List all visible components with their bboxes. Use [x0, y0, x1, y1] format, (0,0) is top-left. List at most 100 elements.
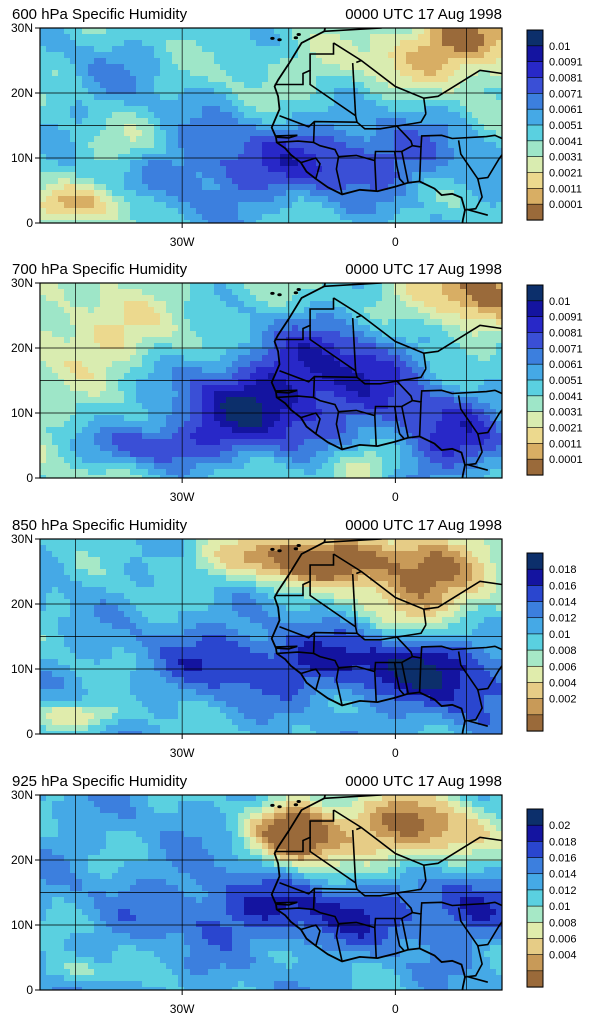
colorbar-swatch	[526, 889, 544, 907]
colorbar-swatch	[526, 29, 544, 47]
colorbar-swatch	[526, 427, 544, 444]
colorbar-swatch	[526, 568, 544, 586]
colorbar-label: 0.018	[549, 564, 577, 576]
colorbar-label: 0.0081	[549, 328, 583, 340]
colorbar-swatch	[526, 617, 544, 635]
y-tick-label: 0	[26, 727, 33, 741]
colorbar-label: 0.0011	[549, 438, 582, 450]
coastlines-and-borders	[270, 283, 502, 478]
colorbar-swatch	[526, 601, 544, 619]
colorbar-swatch	[526, 379, 544, 397]
colorbar: 0.01 0.0091 0.0081 0.0071 0.0061 0.0051 0.0041…	[526, 29, 583, 221]
colorbar-swatch	[526, 954, 544, 972]
colorbar-label: 0.0031	[549, 407, 583, 419]
colorbar-swatch	[526, 938, 544, 956]
colorbar-swatch	[526, 682, 544, 700]
panel-time: 0000 UTC 17 Aug 1998	[345, 6, 502, 23]
colorbar-swatch	[526, 873, 544, 891]
colorbar-swatch	[526, 188, 544, 205]
coastlines-and-borders	[270, 539, 502, 734]
x-tick-label: 30W	[170, 490, 195, 504]
x-tick-label: 30W	[170, 1002, 195, 1016]
colorbar-label: 0.0081	[549, 73, 583, 85]
colorbar-label: 0.01	[549, 296, 570, 308]
y-tick-label: 0	[26, 471, 33, 485]
map-frame	[39, 794, 503, 991]
grid-lines	[40, 539, 502, 734]
colorbar-label: 0.01	[549, 41, 570, 53]
y-tick-label: 10N	[11, 406, 33, 420]
colorbar-swatch	[526, 61, 544, 79]
y-tick-label: 10N	[11, 151, 33, 165]
x-tick-label: 30W	[170, 235, 195, 249]
colorbar-label: 0.016	[549, 580, 577, 592]
panel-time: 0000 UTC 17 Aug 1998	[345, 773, 502, 790]
colorbar-swatch	[526, 45, 544, 63]
colorbar-label: 0.02	[549, 820, 570, 832]
colorbar-label: 0.0091	[549, 57, 583, 69]
colorbar-label: 0.0061	[549, 359, 583, 371]
colorbar-swatch	[526, 77, 544, 94]
colorbar-swatch	[526, 108, 544, 126]
colorbar-swatch	[526, 841, 544, 859]
colorbar-swatch	[526, 172, 544, 189]
colorbar-label: 0.008	[549, 645, 577, 657]
colorbar-swatch	[526, 970, 544, 988]
colorbar-label: 0.018	[549, 836, 577, 848]
grid-lines	[40, 28, 502, 223]
map-frame	[39, 27, 503, 224]
colorbar-label: 0.0011	[549, 183, 582, 195]
colorbar-label: 0.0001	[549, 199, 583, 211]
colorbar-swatch	[526, 124, 544, 142]
colorbar-label: 0.01	[549, 901, 570, 913]
colorbar-label: 0.014	[549, 869, 577, 881]
colorbar-label: 0.004	[549, 677, 577, 689]
map-frame	[39, 282, 503, 479]
humidity-field	[40, 28, 502, 223]
coastlines-and-borders	[270, 28, 502, 223]
x-tick-label: 0	[392, 746, 399, 760]
panel-title: 850 hPa Specific Humidity	[12, 517, 188, 534]
colorbar-label: 0.0061	[549, 104, 583, 116]
panel-time: 0000 UTC 17 Aug 1998	[345, 261, 502, 278]
map-frame	[39, 538, 503, 735]
coastlines-and-borders	[270, 795, 502, 990]
colorbar-label: 0.01	[549, 629, 570, 641]
humidity-field	[40, 795, 502, 990]
x-tick-label: 0	[392, 1002, 399, 1016]
colorbar-swatch	[526, 649, 544, 667]
y-tick-label: 0	[26, 983, 33, 997]
colorbar-swatch	[526, 284, 544, 302]
colorbar-swatch	[526, 714, 544, 732]
colorbar-label: 0.0041	[549, 136, 583, 148]
colorbar-label: 0.0071	[549, 343, 583, 355]
colorbar-swatch	[526, 443, 544, 460]
panel-title: 925 hPa Specific Humidity	[12, 773, 188, 790]
colorbar-label: 0.014	[549, 597, 577, 609]
colorbar-swatch	[526, 921, 544, 940]
x-tick-label: 30W	[170, 746, 195, 760]
colorbar-swatch	[526, 665, 544, 684]
colorbar-swatch	[526, 633, 544, 651]
y-tick-label: 10N	[11, 662, 33, 676]
colorbar-swatch	[526, 93, 544, 110]
y-tick-label: 30N	[11, 21, 33, 35]
y-tick-label: 30N	[11, 532, 33, 546]
y-tick-label: 30N	[11, 788, 33, 802]
panel-title: 700 hPa Specific Humidity	[12, 261, 188, 278]
colorbar-swatch	[526, 585, 544, 603]
panel-3: 850 hPa Specific Humidity 0000 UTC 17 Aug…	[11, 517, 577, 760]
colorbar-swatch	[526, 316, 544, 334]
y-tick-label: 30N	[11, 276, 33, 290]
colorbar-label: 0.0041	[549, 391, 583, 403]
colorbar-swatch	[526, 395, 544, 413]
colorbar-label: 0.0021	[549, 168, 583, 180]
colorbar-swatch	[526, 156, 544, 174]
colorbar-swatch	[526, 411, 544, 429]
colorbar-swatch	[526, 857, 544, 875]
colorbar-label: 0.012	[549, 613, 577, 625]
colorbar-label: 0.0091	[549, 312, 583, 324]
colorbar-label: 0.008	[549, 917, 577, 929]
colorbar-label: 0.004	[549, 950, 577, 962]
